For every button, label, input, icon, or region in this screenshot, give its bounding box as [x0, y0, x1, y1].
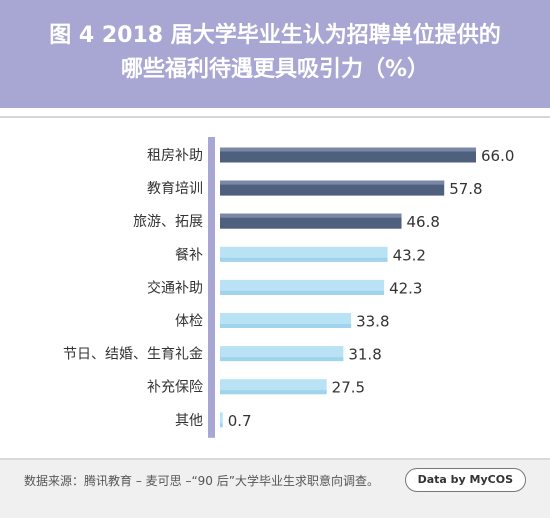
category-label: 租房补助	[147, 148, 203, 164]
chart-header: 图 4 2018 届大学毕业生认为招聘单位提供的 哪些福利待遇更具吸引力（%）	[0, 0, 550, 108]
chart-title-line2: 哪些福利待遇更具吸引力（%）	[120, 57, 430, 82]
category-label: 旅游、拓展	[133, 214, 203, 230]
data-by-mycos-badge: Data by MyCOS	[404, 468, 526, 492]
bar-shade	[220, 290, 385, 295]
footer: 数据来源：腾讯教育 – 麦可思 –“90 后”大学毕业生求职意向调查。 Data…	[0, 458, 550, 518]
value-label: 42.3	[389, 279, 422, 297]
category-label: 补充保险	[147, 380, 203, 396]
bar-highlight	[220, 180, 445, 185]
value-label: 0.7	[228, 412, 252, 430]
value-label: 33.8	[356, 313, 389, 331]
bar	[220, 412, 223, 428]
bar-shade	[220, 257, 388, 262]
value-label: 46.8	[407, 213, 440, 231]
bar-shade	[220, 423, 223, 428]
value-label: 27.5	[332, 379, 365, 397]
category-label: 交通补助	[147, 279, 203, 296]
divider	[0, 116, 550, 118]
category-label: 餐补	[175, 247, 203, 263]
chart-title-line1: 图 4 2018 届大学毕业生认为招聘单位提供的	[49, 23, 501, 48]
bar-chart: 租房补助 66.0 教育培训 57.8 旅游、拓展 46.8 餐补 43.2 交通补助 42.3 体…	[63, 137, 514, 438]
value-label: 31.8	[348, 346, 381, 364]
category-label: 体检	[175, 314, 203, 330]
value-label: 66.0	[481, 147, 514, 165]
bar-highlight	[220, 147, 476, 152]
category-axis	[208, 137, 215, 438]
bar-highlight	[220, 213, 402, 218]
category-label: 教育培训	[147, 181, 203, 197]
category-label: 其他	[175, 413, 203, 429]
bar-shade	[220, 390, 327, 395]
bar-shade	[220, 357, 344, 362]
category-label: 节日、结婚、生育礼金	[63, 347, 203, 363]
value-label: 57.8	[449, 180, 482, 198]
bar-shade	[220, 324, 352, 328]
value-label: 43.2	[393, 246, 426, 264]
data-source: 数据来源：腾讯教育 – 麦可思 –“90 后”大学毕业生求职意向调查。	[24, 474, 379, 488]
